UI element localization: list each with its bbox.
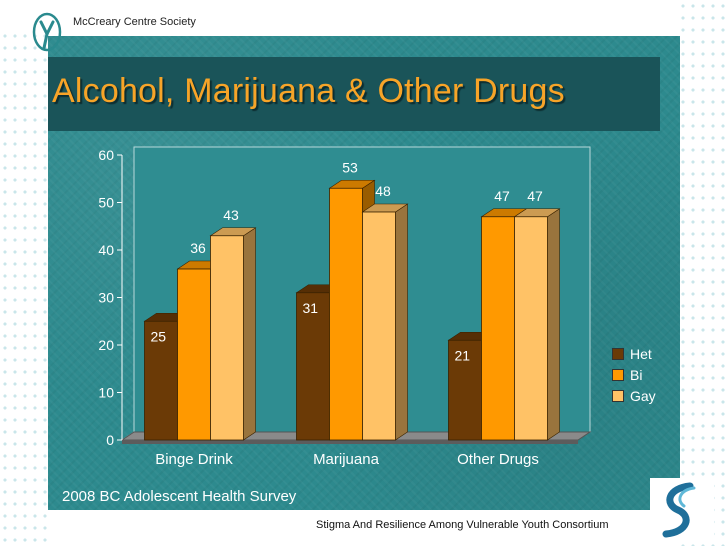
x-tick-label: Other Drugs — [457, 451, 539, 468]
bar-side — [395, 203, 408, 441]
plot-floor-edge — [122, 440, 578, 444]
y-tick-label: 0 — [106, 432, 114, 448]
y-tick-label: 10 — [98, 385, 114, 401]
dot-pattern-left — [0, 30, 50, 546]
title-band — [48, 57, 660, 131]
y-tick-label: 30 — [98, 290, 114, 306]
legend-swatch — [612, 389, 624, 402]
bar — [514, 216, 548, 441]
legend-item: Bi — [612, 364, 656, 385]
survey-caption: 2008 BC Adolescent Health Survey — [62, 488, 297, 505]
legend-swatch — [612, 368, 624, 381]
bar — [296, 292, 330, 441]
legend-item: Gay — [612, 385, 656, 406]
legend-label: Bi — [630, 366, 643, 383]
consortium-logo-icon — [650, 478, 714, 542]
data-label: 43 — [223, 207, 239, 223]
data-label: 21 — [455, 347, 471, 363]
legend-swatch — [612, 347, 624, 360]
y-tick-label: 50 — [98, 195, 114, 211]
bar — [144, 320, 178, 441]
data-label: 25 — [151, 328, 167, 344]
y-tick-label: 40 — [98, 242, 114, 258]
x-tick-label: Marijuana — [313, 451, 380, 468]
bar-side — [243, 227, 256, 441]
slide-title: Alcohol, Marijuana & Other Drugs — [52, 72, 565, 110]
bar-side — [547, 208, 560, 441]
mccreary-logo-icon — [32, 12, 62, 52]
data-label: 48 — [375, 183, 391, 199]
bar — [362, 211, 396, 441]
bar — [481, 216, 515, 441]
chart-legend: Het Bi Gay — [612, 343, 656, 406]
legend-item: Het — [612, 343, 656, 364]
bar — [448, 339, 482, 441]
dot-pattern-right — [678, 0, 728, 546]
y-tick-label: 20 — [98, 337, 114, 353]
data-label: 31 — [303, 300, 319, 316]
legend-label: Het — [630, 345, 652, 362]
data-label: 47 — [527, 188, 543, 204]
data-label: 47 — [494, 188, 510, 204]
data-label: 36 — [190, 240, 206, 256]
bar — [210, 235, 244, 441]
consortium-footer: Stigma And Resilience Among Vulnerable Y… — [316, 519, 609, 531]
legend-label: Gay — [630, 387, 656, 404]
y-tick-label: 60 — [98, 147, 114, 163]
bar — [329, 187, 363, 441]
org-name: McCreary Centre Society — [73, 16, 196, 28]
footer-strip — [312, 510, 642, 546]
bar — [177, 268, 211, 441]
x-tick-label: Binge Drink — [155, 451, 233, 468]
data-label: 53 — [342, 159, 358, 175]
